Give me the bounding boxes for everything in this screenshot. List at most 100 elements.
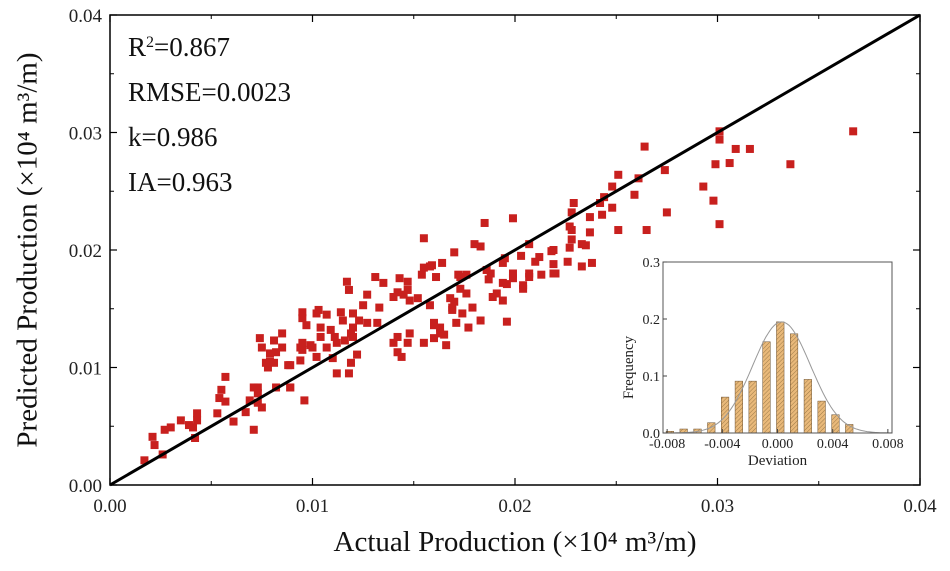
y-axis-title: Predicted Production (×10⁴ m³/m) <box>11 52 44 448</box>
scatter-point <box>699 182 708 191</box>
y-tick-label: 0.02 <box>69 241 102 262</box>
scatter-point <box>399 290 408 299</box>
scatter-point <box>547 247 556 256</box>
scatter-point <box>403 285 412 294</box>
y-tick-label: 0.04 <box>69 6 103 27</box>
scatter-point <box>349 332 357 341</box>
scatter-point <box>253 383 262 392</box>
scatter-point <box>745 144 754 153</box>
scatter-point <box>257 403 266 412</box>
scatter-point <box>286 383 295 392</box>
scatter-point <box>261 358 270 367</box>
scatter-point <box>363 290 372 299</box>
scatter-point <box>596 199 605 207</box>
scatter-point <box>403 277 412 286</box>
scatter-point <box>454 270 463 279</box>
scatter-point <box>436 329 445 338</box>
scatter-point <box>322 310 331 319</box>
scatter-point <box>393 332 402 341</box>
scatter-point <box>375 303 384 312</box>
scatter-point <box>486 269 495 278</box>
scatter-point <box>140 456 149 465</box>
scatter-point <box>567 208 576 217</box>
scatter-point <box>306 341 315 350</box>
scatter-point <box>193 409 202 418</box>
scatter-point <box>298 308 307 317</box>
x-tick-label: 0.01 <box>296 496 329 517</box>
scatter-point <box>272 348 281 357</box>
scatter-point <box>709 196 718 205</box>
scatter-point <box>484 275 493 284</box>
stat-rmse: RMSE=0.0023 <box>128 77 292 107</box>
scatter-point <box>608 182 617 191</box>
scatter-point <box>344 285 353 294</box>
scatter-point <box>715 220 724 229</box>
scatter-point <box>458 309 467 318</box>
histogram-bar <box>762 341 771 434</box>
scatter-point <box>265 357 274 366</box>
scatter-point <box>189 423 198 432</box>
scatter-point <box>344 369 353 378</box>
y-tick-label: 0.00 <box>69 476 102 497</box>
scatter-point <box>508 214 517 223</box>
scatter-point <box>278 329 287 338</box>
scatter-point <box>525 273 534 282</box>
inset-y-tick-label: 0.2 <box>643 313 661 328</box>
scatter-point <box>193 416 202 425</box>
scatter-point <box>577 240 586 249</box>
scatter-point <box>660 166 669 175</box>
scatter-point <box>614 170 623 179</box>
scatter-point <box>715 135 724 144</box>
histogram-bar <box>721 396 730 434</box>
scatter-point <box>535 253 544 262</box>
scatter-point <box>270 336 279 345</box>
scatter-point <box>517 251 526 260</box>
x-tick-label: 0.04 <box>903 496 937 517</box>
scatter-point <box>492 289 501 298</box>
scatter-point <box>342 277 351 286</box>
scatter-point <box>353 350 362 359</box>
y-tick-label: 0.01 <box>69 359 102 380</box>
scatter-point <box>328 354 337 363</box>
scatter-point <box>221 397 230 406</box>
histogram-bar <box>734 380 743 434</box>
scatter-point <box>462 270 471 279</box>
scatter-point <box>241 408 250 417</box>
inset-x-tick-label: 0.004 <box>817 437 849 452</box>
scatter-point <box>229 417 238 426</box>
x-tick-label: 0.02 <box>498 496 531 517</box>
scatter-point <box>498 296 507 305</box>
scatter-point <box>405 296 414 305</box>
inset-y-tick-label: 0.0 <box>643 427 661 442</box>
scatter-point <box>393 348 402 357</box>
scatter-point <box>565 243 574 252</box>
scatter-point <box>405 329 414 338</box>
scatter-point <box>640 142 649 151</box>
scatter-point <box>476 242 485 251</box>
scatter-point <box>338 316 347 325</box>
scatter-point <box>265 349 274 358</box>
scatter-point <box>389 293 398 301</box>
scatter-point <box>585 228 594 237</box>
scatter-point <box>565 222 574 231</box>
scatter-point <box>355 316 364 325</box>
scatter-point <box>298 314 307 323</box>
scatter-point <box>577 262 586 271</box>
inset-y-tick-label: 0.1 <box>643 370 661 385</box>
histogram-bar <box>817 400 826 434</box>
scatter-point <box>253 389 262 398</box>
scatter-point <box>160 425 169 434</box>
scatter-point <box>587 258 596 267</box>
scatter-point <box>498 278 507 287</box>
scatter-point <box>581 241 590 250</box>
scatter-point <box>563 257 572 266</box>
scatter-point <box>346 358 355 367</box>
stat-r2: R2=0.867 <box>128 32 230 62</box>
scatter-point <box>255 334 264 343</box>
scatter-point <box>249 383 258 392</box>
scatter-point <box>393 288 402 297</box>
histogram-bar <box>790 333 799 434</box>
scatter-point <box>438 258 447 267</box>
scatter-point <box>176 416 185 425</box>
scatter-point <box>425 301 434 310</box>
